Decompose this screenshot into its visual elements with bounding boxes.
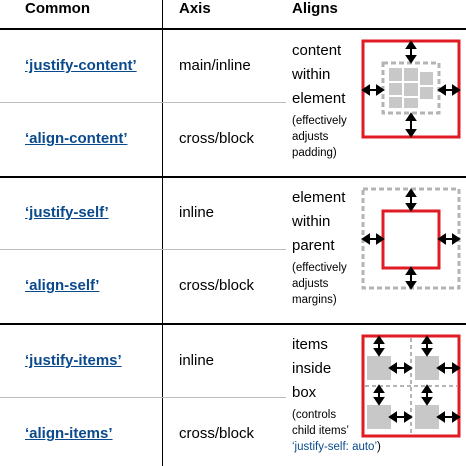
items-alignment-diagram-icon	[361, 334, 461, 438]
desc-line: within	[292, 66, 331, 83]
axis-label: cross/block	[179, 425, 255, 442]
property-link-align-content[interactable]: ‘align-content’	[25, 130, 128, 147]
self-alignment-diagram-icon	[361, 187, 461, 290]
desc-line: parent	[292, 237, 335, 254]
desc-note-code-line: ‘justify-self: auto’)	[292, 439, 412, 455]
row-rule-3	[0, 397, 286, 398]
property-link-align-items[interactable]: ‘align-items’	[25, 425, 113, 442]
axis-label: cross/block	[179, 277, 255, 294]
axis-label: inline	[179, 204, 215, 221]
desc-line: content	[292, 42, 342, 59]
axis-label: main/inline	[179, 57, 251, 74]
content-alignment-diagram-icon	[361, 39, 461, 139]
desc-note: (effectively adjusts margins)	[292, 262, 347, 306]
header-aligns: Aligns	[292, 0, 338, 17]
desc-note: (effectively adjusts padding)	[292, 115, 347, 159]
header-axis: Axis	[179, 0, 211, 17]
desc-line: items	[292, 336, 328, 353]
property-link-align-self[interactable]: ‘align-self’	[25, 277, 100, 294]
desc-line: element	[292, 90, 346, 107]
row-rule-2	[0, 249, 286, 250]
desc-line: element	[292, 189, 346, 206]
axis-label: inline	[179, 352, 215, 369]
desc-note: (controls child items’	[292, 409, 349, 437]
axis-label: cross/block	[179, 130, 255, 147]
desc-line: inside	[292, 360, 332, 377]
note-end: )	[377, 441, 381, 453]
column-divider	[162, 0, 163, 466]
note-code: ‘justify-self: auto’	[292, 441, 378, 453]
property-link-justify-content[interactable]: ‘justify-content’	[25, 57, 137, 74]
property-link-justify-items[interactable]: ‘justify-items’	[25, 352, 122, 369]
header-common: Common	[25, 0, 90, 17]
header-rule	[0, 28, 466, 30]
group-rule-1	[0, 176, 466, 178]
desc-line: box	[292, 384, 317, 401]
property-link-justify-self[interactable]: ‘justify-self’	[25, 204, 109, 221]
aligns-description: element within parent (effectively adjus…	[292, 186, 358, 308]
desc-line: within	[292, 213, 331, 230]
group-rule-2	[0, 323, 466, 325]
aligns-description: content within element (effectively adju…	[292, 39, 358, 161]
aligns-description: items inside box (controls child items’ …	[292, 333, 412, 455]
row-rule-1	[0, 102, 286, 103]
